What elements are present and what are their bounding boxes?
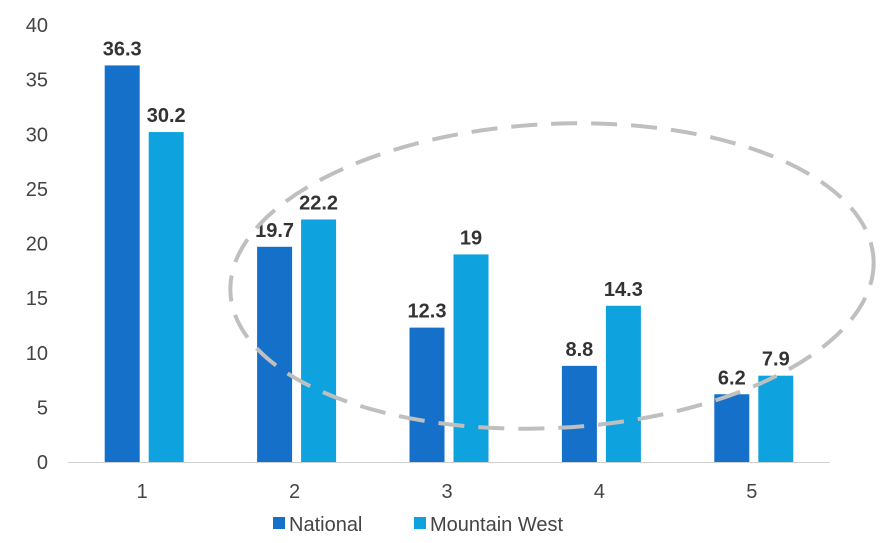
bar-mountain-west-5 — [758, 375, 794, 462]
bar-mountain-west-1 — [148, 132, 184, 462]
legend-label-mountain-west: Mountain West — [430, 514, 563, 536]
legend: National Mountain West — [273, 514, 563, 536]
bars — [104, 65, 794, 463]
data-label: 22.2 — [299, 192, 338, 214]
y-tick-label: 20 — [26, 234, 48, 256]
data-label: 19 — [460, 227, 482, 249]
y-tick-label: 25 — [26, 179, 48, 201]
legend-swatch-national — [273, 517, 285, 529]
x-axis-ticks: 1 2 3 4 5 — [137, 481, 758, 503]
data-label: 19.7 — [255, 220, 294, 242]
bar-mountain-west-2 — [301, 219, 337, 462]
bar-national-4 — [561, 365, 597, 462]
y-tick-label: 40 — [26, 15, 48, 37]
y-tick-label: 10 — [26, 343, 48, 365]
bar-national-3 — [409, 327, 445, 462]
data-label: 30.2 — [147, 105, 186, 127]
x-tick-label: 5 — [746, 481, 757, 503]
y-tick-label: 15 — [26, 288, 48, 310]
data-labels: 36.3 19.7 12.3 8.8 6.2 30.2 22.2 19 14.3 7.9 — [103, 38, 790, 389]
data-label: 6.2 — [718, 367, 746, 389]
x-tick-label: 3 — [441, 481, 452, 503]
bar-national-5 — [714, 394, 750, 462]
legend-swatch-mountain-west — [414, 517, 426, 529]
x-tick-label: 2 — [289, 481, 300, 503]
y-axis-ticks: 0 5 10 15 20 25 30 35 40 — [26, 15, 48, 474]
data-label: 7.9 — [762, 349, 790, 371]
y-tick-label: 30 — [26, 124, 48, 146]
legend-label-national: National — [289, 514, 362, 536]
data-label: 12.3 — [408, 301, 447, 323]
highlight-ellipse — [228, 121, 876, 431]
x-tick-label: 4 — [594, 481, 605, 503]
data-label: 14.3 — [604, 279, 643, 301]
y-tick-label: 5 — [37, 397, 48, 419]
bar-mountain-west-4 — [605, 305, 641, 462]
data-label: 8.8 — [565, 339, 593, 361]
data-label: 36.3 — [103, 38, 142, 60]
x-tick-label: 1 — [137, 481, 148, 503]
bar-mountain-west-3 — [453, 254, 489, 462]
bar-national-1 — [104, 65, 140, 463]
y-tick-label: 35 — [26, 70, 48, 92]
y-tick-label: 0 — [37, 452, 48, 474]
